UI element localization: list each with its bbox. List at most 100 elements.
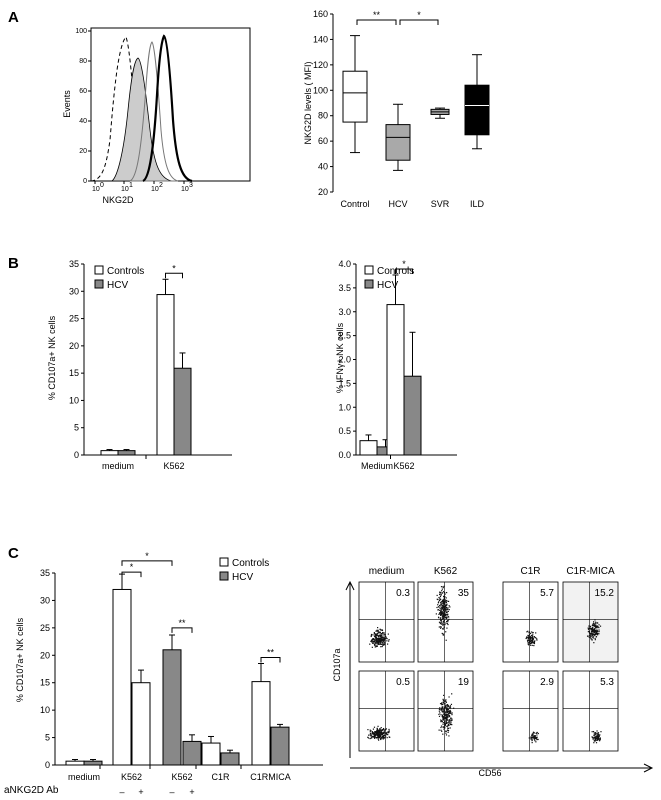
- flow-event-dot: [447, 716, 449, 718]
- flow-event-dot: [594, 621, 597, 623]
- flow-event-dot: [449, 707, 451, 709]
- flow-event-dot: [376, 736, 378, 739]
- flow-event-dot: [593, 632, 596, 634]
- flow-event-dot: [447, 613, 449, 615]
- flow-event-dot: [529, 635, 531, 638]
- flow-event-dot: [377, 632, 379, 634]
- flow-event-dot: [449, 709, 451, 712]
- flow-event-dot: [530, 738, 532, 740]
- b2-legend: Controls HCV: [364, 265, 414, 291]
- flow-event-dot: [537, 738, 539, 741]
- c1-bar: [162, 649, 182, 766]
- flow-event-dot: [377, 738, 379, 740]
- c1-significance-label: *: [130, 562, 134, 572]
- histogram-y-tick-label: 20: [79, 148, 87, 155]
- c1-significance-bracket: [121, 571, 142, 578]
- flow-event-dot: [447, 607, 449, 609]
- flow-event-dot: [595, 625, 597, 627]
- flow-event-dot: [387, 633, 389, 635]
- flow-event-dot: [383, 641, 385, 643]
- flow-event-dot: [376, 733, 379, 735]
- flow-event-dot: [596, 631, 598, 634]
- flow-event-dot: [526, 639, 529, 641]
- flow-event-dot: [437, 616, 440, 618]
- flow-event-dot: [531, 640, 534, 642]
- flow-event-dot: [587, 627, 589, 629]
- flow-event-dot: [382, 736, 384, 738]
- flow-event-dot: [369, 729, 371, 731]
- flow-event-dot: [447, 731, 449, 733]
- flow-event-dot: [444, 717, 447, 720]
- flow-event-dot: [587, 635, 589, 637]
- flow-event-dot: [380, 729, 382, 731]
- flow-event-dot: [444, 605, 446, 608]
- flow-event-dot: [382, 736, 384, 739]
- flow-column-label: C1R-MICA: [566, 566, 615, 577]
- boxplot-box: [464, 84, 490, 136]
- flow-event-dot: [381, 642, 383, 644]
- flow-event-dot: [374, 637, 377, 639]
- flow-event-dot: [371, 641, 373, 643]
- flow-event-dot: [598, 737, 600, 739]
- flow-event-dot: [596, 625, 598, 627]
- flow-event-dot: [375, 633, 377, 636]
- flow-event-dot: [444, 593, 446, 595]
- flow-event-dot: [441, 704, 443, 706]
- flow-event-dot: [442, 616, 444, 618]
- flow-event-dot: [388, 736, 390, 738]
- flow-event-dot: [529, 641, 531, 643]
- flow-event-dot: [441, 614, 443, 616]
- flow-event-dot: [442, 624, 444, 626]
- flow-event-dot: [379, 736, 381, 738]
- flow-event-dot: [593, 633, 595, 636]
- flow-event-dot: [447, 706, 449, 708]
- flow-event-dot: [387, 643, 389, 645]
- flow-event-dot: [376, 633, 378, 635]
- flow-event-dot: [533, 636, 536, 638]
- boxplot-y-label: NKG2D levels ( MFI): [303, 61, 313, 144]
- flow-event-dot: [527, 634, 529, 637]
- c1-antibody-mark: –: [169, 787, 174, 797]
- flow-event-dot: [371, 734, 373, 736]
- flow-event-dot: [444, 726, 446, 728]
- flow-event-dot: [592, 730, 595, 733]
- flow-event-dot: [527, 644, 530, 646]
- histogram-y-tick-label: 60: [79, 88, 87, 95]
- flow-event-dot: [382, 636, 384, 638]
- flow-event-dot: [441, 623, 443, 625]
- flow-event-dot: [444, 706, 447, 708]
- flow-event-dot: [370, 730, 372, 732]
- flow-event-dot: [367, 729, 369, 731]
- flow-event-dot: [445, 705, 447, 707]
- flow-event-dot: [372, 733, 374, 735]
- flow-event-dot: [447, 712, 449, 714]
- flow-event-dot: [383, 735, 385, 737]
- flow-event-dot: [451, 693, 453, 695]
- flow-event-dot: [598, 629, 600, 631]
- flow-event-dot: [445, 605, 447, 607]
- flow-event-dot: [382, 732, 384, 734]
- ifng-barchart: 0.0 0.5 1.0 1.5 2.0 2.5 3.0 3.5 4.0 Medium K562 *: [338, 259, 457, 471]
- flow-event-dot: [594, 740, 596, 742]
- flow-event-dot: [443, 596, 445, 598]
- flow-event-dot: [531, 734, 533, 736]
- flow-event-dot: [590, 635, 592, 638]
- histogram-y-tick-label: 80: [79, 58, 87, 65]
- flow-event-dot: [441, 720, 443, 722]
- flow-event-dot: [531, 639, 534, 641]
- boxplot-y-tick-label: 20: [318, 187, 328, 197]
- histogram-x-tick-label: 10: [151, 186, 159, 193]
- flow-event-dot: [446, 599, 448, 602]
- flow-event-dot: [440, 627, 442, 629]
- flow-event-dot: [448, 712, 450, 715]
- flow-event-dot: [376, 733, 378, 735]
- flow-event-dot: [445, 617, 447, 619]
- b2-legend-hcv: HCV: [377, 280, 398, 291]
- flow-event-dot: [445, 715, 447, 717]
- flow-event-dot: [375, 645, 377, 648]
- flow-event-dot: [444, 721, 446, 723]
- flow-event-dot: [440, 594, 442, 596]
- flow-event-dot: [441, 618, 443, 620]
- flow-event-dot: [440, 609, 442, 611]
- flow-event-dot: [442, 702, 444, 704]
